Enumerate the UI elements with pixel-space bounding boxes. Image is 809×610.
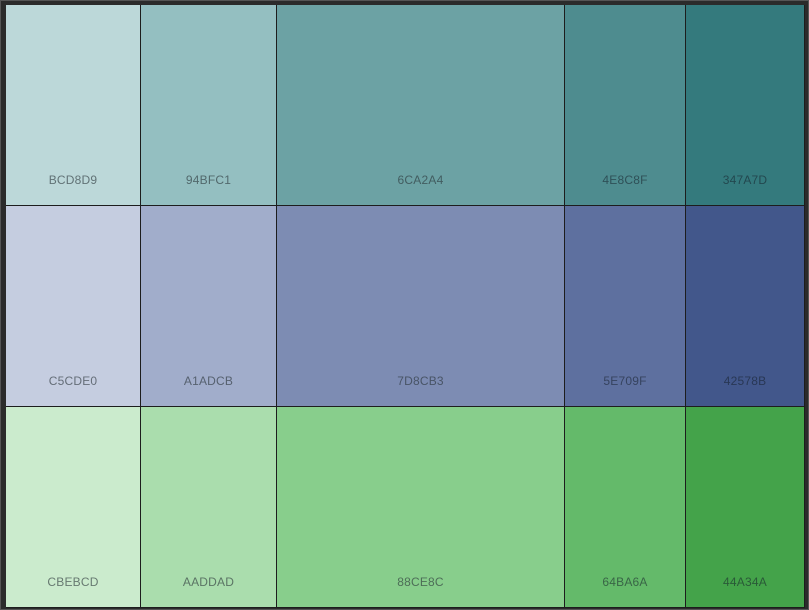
swatch-green-2[interactable]: AADDAD bbox=[141, 407, 277, 608]
swatch-hex-label: 5E709F bbox=[603, 374, 647, 388]
swatch-slate-blue-4[interactable]: 5E709F bbox=[565, 206, 686, 407]
swatch-teal-4[interactable]: 4E8C8F bbox=[565, 5, 686, 206]
swatch-hex-label: A1ADCB bbox=[183, 374, 234, 388]
swatch-grid: BCD8D9 94BFC1 6CA2A4 4E8C8F 347A7D C5CDE… bbox=[6, 5, 805, 608]
swatch-hex-label: AADDAD bbox=[182, 575, 235, 589]
swatch-hex-label: 64BA6A bbox=[602, 575, 648, 589]
swatch-slate-blue-1[interactable]: C5CDE0 bbox=[6, 206, 141, 407]
swatch-hex-label: 42578B bbox=[723, 374, 767, 388]
swatch-hex-label: C5CDE0 bbox=[48, 374, 98, 388]
swatch-slate-blue-2[interactable]: A1ADCB bbox=[141, 206, 277, 407]
swatch-hex-label: 88CE8C bbox=[397, 575, 444, 589]
swatch-teal-5[interactable]: 347A7D bbox=[686, 5, 805, 206]
swatch-teal-1[interactable]: BCD8D9 bbox=[6, 5, 141, 206]
swatch-slate-blue-3[interactable]: 7D8CB3 bbox=[277, 206, 565, 407]
swatch-green-1[interactable]: CBEBCD bbox=[6, 407, 141, 608]
swatch-slate-blue-5[interactable]: 42578B bbox=[686, 206, 805, 407]
swatch-hex-label: CBEBCD bbox=[47, 575, 99, 589]
swatch-green-5[interactable]: 44A34A bbox=[686, 407, 805, 608]
swatch-green-4[interactable]: 64BA6A bbox=[565, 407, 686, 608]
swatch-teal-3[interactable]: 6CA2A4 bbox=[277, 5, 565, 206]
swatch-hex-label: 4E8C8F bbox=[602, 173, 648, 187]
swatch-teal-2[interactable]: 94BFC1 bbox=[141, 5, 277, 206]
swatch-hex-label: 6CA2A4 bbox=[397, 173, 444, 187]
swatch-hex-label: 44A34A bbox=[723, 575, 767, 589]
swatch-hex-label: BCD8D9 bbox=[48, 173, 98, 187]
swatch-hex-label: 7D8CB3 bbox=[397, 374, 444, 388]
swatch-hex-label: 347A7D bbox=[722, 173, 768, 187]
swatch-green-3[interactable]: 88CE8C bbox=[277, 407, 565, 608]
swatch-hex-label: 94BFC1 bbox=[185, 173, 232, 187]
